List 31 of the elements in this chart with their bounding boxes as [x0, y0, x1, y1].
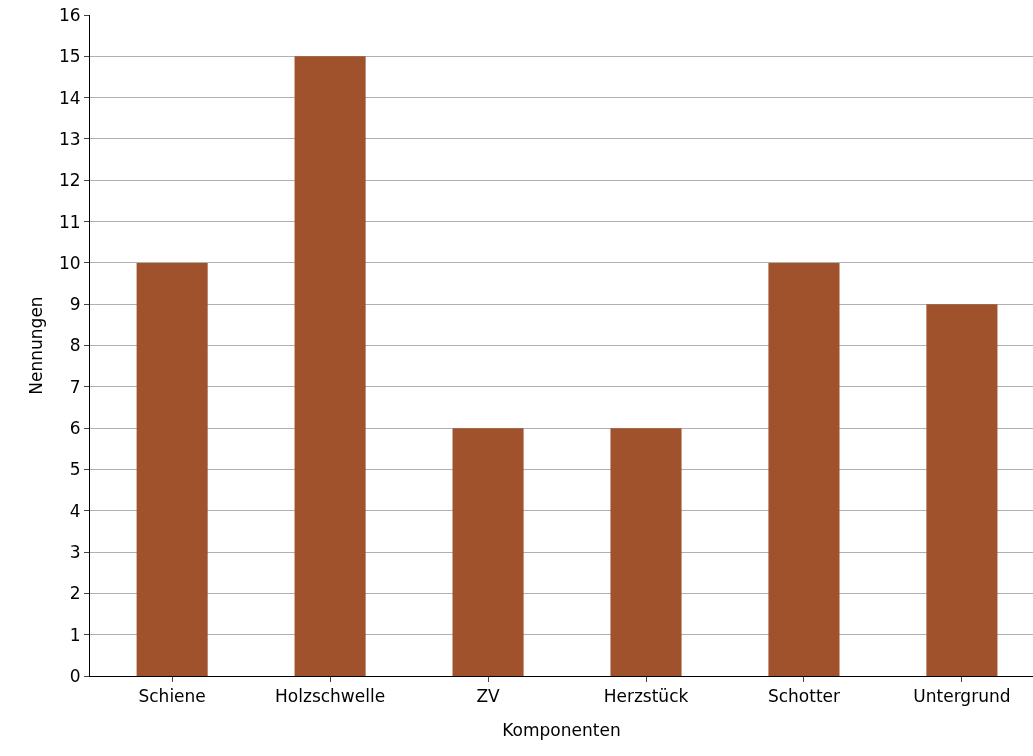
- y-tick-label: 4: [69, 500, 81, 521]
- bar: [768, 262, 840, 676]
- y-tick-label: 15: [58, 46, 81, 67]
- y-tick-label: 16: [58, 4, 81, 25]
- x-tick-label: Holzschwelle: [275, 686, 386, 707]
- y-tick-label: 3: [69, 542, 81, 563]
- y-tick-label: 12: [58, 170, 81, 191]
- x-tick-label: Schiene: [138, 686, 206, 707]
- y-axis-title: Nennungen: [25, 296, 46, 395]
- y-tick-label: 5: [69, 459, 81, 480]
- y-tick-label: 13: [58, 128, 81, 149]
- bar: [294, 56, 366, 676]
- bar: [610, 428, 682, 676]
- y-tick-label: 1: [69, 624, 81, 645]
- x-tick-label: Schotter: [767, 686, 841, 707]
- x-tick-label: Herzstück: [603, 686, 689, 707]
- y-tick-label: 6: [69, 418, 81, 439]
- x-tick-label: ZV: [476, 686, 501, 707]
- y-tick-label: 2: [69, 583, 81, 604]
- y-tick-label: 10: [58, 252, 81, 273]
- x-axis-title: Komponenten: [502, 719, 621, 740]
- y-tick-label: 0: [69, 665, 81, 686]
- y-tick-label: 11: [58, 211, 81, 232]
- y-tick-label: 8: [69, 335, 81, 356]
- x-tick-label: Untergrund: [913, 686, 1011, 707]
- bar: [926, 304, 998, 676]
- bar: [452, 428, 524, 676]
- y-tick-label: 9: [69, 294, 81, 315]
- bar: [136, 262, 208, 676]
- y-tick-label: 7: [69, 376, 81, 397]
- y-tick-label: 14: [58, 87, 81, 108]
